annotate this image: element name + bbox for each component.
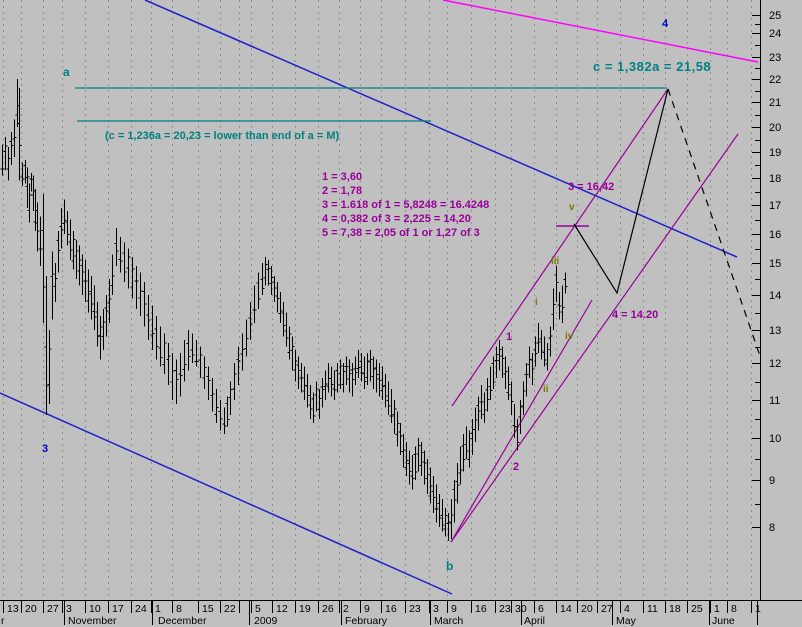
x-axis-month-label-December: December xyxy=(158,615,207,627)
y-axis-label-17: 17 xyxy=(769,200,781,212)
annotation-ii: ii xyxy=(543,384,549,395)
y-axis-label-13: 13 xyxy=(769,325,781,337)
x-axis-month-label-2009: 2009 xyxy=(254,615,278,627)
x-axis-week-label: 1 xyxy=(155,603,161,615)
y-axis-right: 25 24 23 22 21 20 19 18 17 16 15 14 13 12 11 10 9 8 xyxy=(752,0,781,601)
x-axis-week-label: 25 xyxy=(691,603,703,615)
trendline-upper-channel-magenta xyxy=(442,0,759,63)
trendline-main-blue-downtrend xyxy=(144,0,738,258)
x-axis-week-label: 9 xyxy=(364,603,370,615)
x-axis-week-label: 10 xyxy=(89,603,101,615)
annotation-iv: iv xyxy=(565,331,574,342)
x-axis-week-label: 3 xyxy=(433,603,439,615)
annotation-2-1-78: 2 = 1,78 xyxy=(322,185,362,197)
annotation-3-1-618-of: 3 = 1.618 of 1 = 5,8248 = 16.4248 xyxy=(322,199,489,211)
y-axis-label-12: 12 xyxy=(769,358,781,370)
trendline-purple-fork-from-b xyxy=(450,299,593,543)
x-axis-week-label: 2 xyxy=(343,603,349,615)
y-axis-label-19: 19 xyxy=(769,147,781,159)
y-axis-label-22: 22 xyxy=(769,74,781,86)
y-axis-label-10: 10 xyxy=(769,433,781,445)
annotation-5-7-38-2: 5 = 7,38 = 2,05 of 1 or 1,27 of 3 xyxy=(322,227,480,239)
x-axis-week-label: 8 xyxy=(731,603,737,615)
x-axis-week-label: 22 xyxy=(224,603,236,615)
trendline-black-projection-3-4-5 xyxy=(573,88,669,295)
annotation--c-1-236a-: (c = 1,236a = 20,23 = lower than end of … xyxy=(105,130,339,142)
annotation-1: 1 xyxy=(506,331,512,343)
annotation-c-1-382a: c = 1,382a = 21,58 xyxy=(593,59,711,74)
x-axis-month-label-May: May xyxy=(616,615,637,627)
x-axis-week-label: 6 xyxy=(538,603,544,615)
x-axis-month-label-November: November xyxy=(68,615,117,627)
annotation-2: 2 xyxy=(513,461,519,473)
x-axis-week-label: 13 xyxy=(7,603,19,615)
x-axis-week-label: 11 xyxy=(647,603,658,615)
x-axis-week-label: 27 xyxy=(601,603,613,615)
annotation-1-3-60: 1 = 3,60 xyxy=(322,171,362,183)
trendline-lower-blue-channel xyxy=(0,392,453,595)
x-axis-week-label: 9 xyxy=(451,603,457,615)
x-axis-week-label: 4 xyxy=(624,603,630,615)
weekly-gridlines xyxy=(3,0,752,600)
trendline-purple-wedge-lower xyxy=(450,133,739,543)
x-axis-week-label: 20 xyxy=(581,603,593,615)
annotation-4-14-20: 4 = 14.20 xyxy=(612,309,658,321)
x-axis-month-label-March: March xyxy=(434,615,463,627)
x-axis-week-label: 14 xyxy=(560,603,572,615)
y-axis-label-9: 9 xyxy=(769,475,775,487)
annotation-iii: iii xyxy=(551,256,560,267)
x-axis-week-label: 3 xyxy=(66,603,72,615)
y-axis-label-18: 18 xyxy=(769,173,781,185)
y-axis-label-21: 21 xyxy=(769,97,781,109)
x-axis-week-label: 19 xyxy=(299,603,311,615)
y-axis-label-11: 11 xyxy=(769,395,780,407)
x-axis-week-label: 23 xyxy=(499,603,511,615)
annotation-3-16-42: 3 = 16,42 xyxy=(568,181,614,193)
x-axis-bottom: 13 20 27 3 10 17 24 1 8 15 22 5 12 19 26 2 9 16 23 3 9 16 23 30… xyxy=(0,600,802,627)
annotation-3: 3 xyxy=(42,443,48,455)
annotation-v: v xyxy=(569,202,575,213)
y-axis-label-20: 20 xyxy=(769,122,781,134)
x-axis-week-label: 5 xyxy=(255,603,261,615)
x-axis-week-label: 15 xyxy=(202,603,214,615)
x-axis-week-label: 16 xyxy=(385,603,397,615)
y-axis-label-24: 24 xyxy=(769,28,781,40)
x-axis-week-label: 20 xyxy=(25,603,37,615)
y-axis-label-16: 16 xyxy=(769,229,781,241)
x-axis-month-label-April: April xyxy=(524,615,545,627)
x-axis-week-label: 23 xyxy=(409,603,421,615)
annotation-b: b xyxy=(446,559,453,573)
x-axis-week-label: 12 xyxy=(276,603,288,615)
x-axis-week-label: 30 xyxy=(515,603,527,615)
x-axis-week-label: 17 xyxy=(112,603,124,615)
x-axis-month-label-r: r xyxy=(1,615,5,627)
y-axis-label-15: 15 xyxy=(769,258,781,270)
x-axis-week-label: 18 xyxy=(669,603,681,615)
y-axis-label-23: 23 xyxy=(769,52,781,64)
x-axis-week-label: 8 xyxy=(176,603,182,615)
y-axis-label-14: 14 xyxy=(769,290,781,302)
y-axis-label-8: 8 xyxy=(769,522,775,534)
price-bars xyxy=(0,79,568,542)
annotation-4: 4 xyxy=(662,18,669,30)
x-axis-week-label: 16 xyxy=(475,603,487,615)
x-axis-week-label: 26 xyxy=(322,603,334,615)
x-axis-week-label: 27 xyxy=(47,603,59,615)
x-axis-week-label: 1 xyxy=(755,603,761,615)
annotation-i: i xyxy=(535,297,538,308)
y-axis-label-25: 25 xyxy=(769,10,781,22)
trendline-black-dashed-decline-after-c xyxy=(667,88,761,357)
trendline-purple-wedge-upper xyxy=(451,88,669,407)
x-axis-month-label-June: June xyxy=(712,615,735,627)
x-axis-month-label-February: February xyxy=(345,615,388,627)
annotation-4-0-382-o: 4 = 0,382 of 3 = 2,225 = 14,20 xyxy=(322,213,471,225)
annotation-a: a xyxy=(63,65,70,79)
x-axis-week-label: 1 xyxy=(714,603,720,615)
x-axis-week-label: 24 xyxy=(135,603,147,615)
wave-annotations: a b c = 1,382a = 21,58 (c = 1,236a = 20,23 … xyxy=(42,18,711,573)
